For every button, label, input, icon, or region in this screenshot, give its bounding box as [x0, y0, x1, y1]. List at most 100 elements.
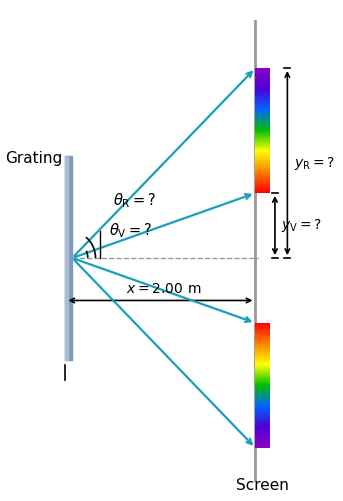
- Bar: [256, 396, 270, 397]
- Bar: [256, 93, 270, 94]
- Bar: [256, 446, 270, 447]
- Bar: [256, 127, 270, 128]
- Bar: [256, 358, 270, 359]
- Bar: [256, 359, 270, 360]
- Bar: [256, 376, 270, 377]
- Bar: [256, 357, 270, 358]
- Bar: [256, 372, 270, 373]
- Bar: [256, 145, 270, 146]
- Bar: [256, 135, 270, 136]
- Bar: [256, 136, 270, 137]
- Bar: [256, 378, 270, 379]
- Bar: [256, 152, 270, 153]
- Bar: [256, 150, 270, 151]
- Bar: [256, 128, 270, 129]
- Bar: [256, 444, 270, 445]
- Bar: [256, 69, 270, 70]
- Bar: [66, 156, 68, 360]
- Bar: [256, 153, 270, 154]
- Bar: [256, 442, 270, 443]
- Bar: [256, 146, 270, 147]
- Bar: [256, 395, 270, 396]
- Bar: [256, 83, 270, 84]
- Bar: [256, 418, 270, 419]
- Bar: [256, 404, 270, 405]
- Bar: [256, 364, 270, 365]
- Bar: [256, 370, 270, 371]
- Bar: [256, 429, 270, 430]
- Bar: [256, 119, 270, 120]
- Bar: [256, 443, 270, 444]
- Bar: [256, 347, 270, 348]
- Bar: [256, 95, 270, 96]
- Bar: [256, 327, 270, 328]
- Bar: [256, 72, 270, 73]
- Bar: [256, 68, 270, 69]
- Bar: [256, 353, 270, 354]
- Bar: [256, 398, 270, 399]
- Bar: [256, 74, 270, 75]
- Bar: [256, 175, 270, 176]
- Bar: [256, 177, 270, 178]
- Bar: [256, 104, 270, 105]
- Bar: [256, 84, 270, 85]
- Bar: [256, 340, 270, 341]
- Bar: [256, 389, 270, 390]
- Bar: [256, 118, 270, 119]
- Bar: [256, 427, 270, 428]
- Bar: [256, 439, 270, 440]
- Bar: [256, 323, 270, 324]
- Bar: [256, 410, 270, 411]
- Bar: [256, 440, 270, 441]
- Bar: [256, 71, 270, 72]
- Bar: [256, 96, 270, 97]
- Bar: [256, 426, 270, 427]
- Bar: [256, 401, 270, 402]
- Bar: [256, 111, 270, 112]
- Bar: [256, 409, 270, 410]
- Bar: [256, 130, 270, 131]
- Bar: [256, 184, 270, 185]
- FancyArrowPatch shape: [75, 259, 250, 322]
- Bar: [256, 158, 270, 159]
- Bar: [256, 188, 270, 189]
- Bar: [256, 124, 270, 125]
- Bar: [256, 120, 270, 121]
- Bar: [256, 411, 270, 412]
- Bar: [256, 333, 270, 334]
- Bar: [256, 102, 270, 103]
- Text: Screen: Screen: [236, 478, 289, 493]
- Bar: [256, 80, 270, 81]
- Bar: [256, 423, 270, 424]
- Bar: [66, 156, 72, 360]
- Bar: [256, 348, 270, 349]
- Bar: [256, 77, 270, 78]
- Bar: [256, 361, 270, 362]
- FancyArrowPatch shape: [75, 194, 250, 257]
- Bar: [256, 369, 270, 370]
- Bar: [256, 390, 270, 391]
- Bar: [256, 400, 270, 401]
- Bar: [256, 421, 270, 422]
- Bar: [256, 345, 270, 346]
- Bar: [256, 129, 270, 130]
- Bar: [256, 387, 270, 388]
- Bar: [256, 350, 270, 351]
- Bar: [256, 126, 270, 127]
- Bar: [256, 392, 270, 393]
- Bar: [256, 79, 270, 80]
- Bar: [256, 438, 270, 439]
- Bar: [256, 385, 270, 386]
- Bar: [256, 354, 270, 355]
- Bar: [256, 114, 270, 115]
- Bar: [256, 407, 270, 408]
- Bar: [256, 168, 270, 169]
- Bar: [256, 92, 270, 93]
- Bar: [256, 414, 270, 415]
- Bar: [256, 391, 270, 392]
- Bar: [256, 362, 270, 363]
- Bar: [256, 328, 270, 329]
- Bar: [256, 367, 270, 368]
- Bar: [256, 338, 270, 339]
- Bar: [256, 117, 270, 118]
